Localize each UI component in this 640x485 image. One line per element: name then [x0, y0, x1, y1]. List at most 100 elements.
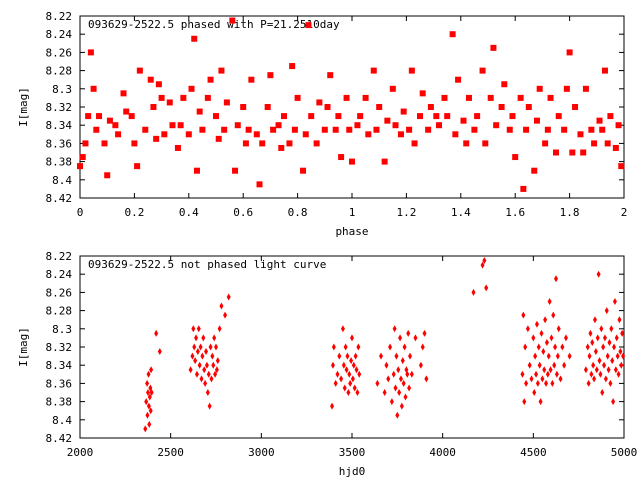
data-point [556, 325, 561, 333]
data-point [354, 366, 359, 374]
data-point [147, 393, 152, 401]
data-point [195, 348, 200, 356]
data-point [615, 122, 622, 129]
data-point [205, 389, 210, 396]
data-point [591, 361, 596, 369]
data-point [405, 370, 410, 378]
x-tick-label: 4000 [429, 446, 456, 459]
data-point [79, 154, 86, 161]
data-point [482, 257, 487, 265]
data-point [346, 389, 351, 396]
data-point [245, 126, 252, 133]
data-point [388, 343, 393, 351]
data-point [389, 85, 396, 92]
data-point [617, 316, 622, 324]
data-point [506, 126, 513, 133]
data-point [294, 94, 301, 101]
data-point [376, 104, 383, 110]
data-point [550, 379, 555, 387]
x-tick-label: 1.2 [396, 206, 416, 219]
data-point [194, 370, 199, 378]
y-tick-label: 8.36 [46, 377, 73, 390]
data-point [547, 94, 554, 101]
data-point [203, 379, 208, 387]
data-point [218, 67, 225, 74]
data-point [561, 126, 568, 133]
data-point [115, 131, 122, 138]
data-point [242, 140, 249, 147]
data-point [313, 140, 320, 147]
data-point [533, 352, 538, 360]
data-point [527, 361, 532, 369]
data-point [554, 275, 558, 283]
data-point [146, 370, 151, 378]
data-point [209, 375, 214, 383]
data-point [142, 126, 149, 133]
data-point [354, 122, 361, 129]
data-point [155, 81, 162, 88]
data-point [373, 126, 380, 133]
data-point [343, 94, 350, 101]
y-tick-label: 8.32 [46, 341, 73, 354]
data-point [146, 389, 150, 396]
data-point [289, 63, 296, 70]
data-point [341, 361, 346, 369]
data-point [123, 108, 130, 115]
data-point [342, 384, 347, 392]
data-point [335, 370, 340, 378]
data-point [248, 76, 255, 83]
data-point [474, 113, 481, 120]
y-tick-label: 8.42 [46, 432, 73, 445]
data-point [381, 158, 388, 165]
y-axis-label: I[mag] [17, 87, 30, 127]
data-point [424, 375, 429, 383]
data-point [441, 94, 448, 101]
data-point [612, 144, 619, 151]
data-point [112, 122, 119, 129]
data-point [316, 99, 323, 106]
data-point [598, 370, 603, 378]
data-point [537, 361, 542, 369]
data-point [191, 325, 196, 333]
data-point [343, 343, 348, 351]
data-point [267, 72, 274, 79]
data-point [193, 357, 198, 365]
data-point [196, 325, 201, 333]
data-point [199, 126, 206, 133]
data-point [264, 104, 271, 110]
data-point [194, 334, 199, 342]
data-point [77, 163, 83, 170]
data-point [192, 343, 197, 351]
x-tick-label: 1.6 [505, 206, 525, 219]
data-point [349, 357, 354, 365]
data-point [604, 307, 609, 315]
data-point [490, 44, 497, 51]
data-point [136, 67, 143, 74]
data-point [145, 411, 150, 419]
data-point [197, 361, 202, 369]
data-point [610, 357, 615, 365]
data-point [403, 393, 408, 401]
data-point [106, 117, 113, 124]
data-point [460, 117, 467, 124]
data-point [544, 379, 549, 387]
data-point [589, 370, 594, 378]
data-point [542, 366, 547, 374]
chart-1: 8.22 8.24 8.26 8.28 8.3 8.32 8.34 8.36 8.38 8.4 8.… [17, 10, 627, 238]
data-point [394, 352, 399, 360]
data-point [147, 420, 152, 428]
data-point [188, 366, 193, 374]
y-tick-label: 8.38 [46, 396, 73, 409]
data-point [567, 352, 572, 360]
data-point [213, 113, 219, 120]
data-point [259, 140, 266, 147]
data-point [201, 334, 206, 342]
data-point [253, 131, 260, 138]
data-point [532, 389, 537, 396]
data-point [344, 366, 349, 374]
y-tick-label: 8.24 [46, 28, 73, 41]
data-point [332, 126, 339, 133]
data-point [214, 343, 218, 351]
y-tick-label: 8.3 [52, 83, 72, 96]
